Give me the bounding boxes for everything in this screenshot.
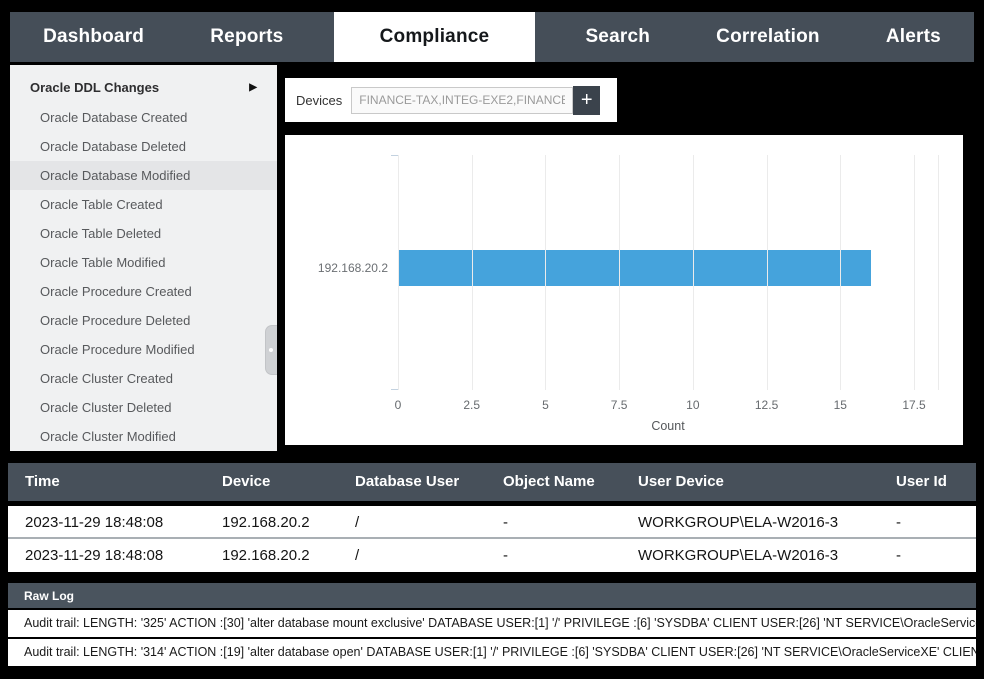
sidebar-item-oracle-table-created[interactable]: Oracle Table Created bbox=[40, 197, 163, 212]
x-tick-label-7.5: 7.5 bbox=[610, 398, 628, 412]
cell-device: 192.168.20.2 bbox=[222, 547, 310, 564]
table-row: 2023-11-29 18:48:08 192.168.20.2 / - WORKGRO… bbox=[8, 506, 976, 539]
nav-tab-reports[interactable]: Reports bbox=[210, 26, 284, 47]
gridline-0 bbox=[398, 155, 399, 390]
gridline-15 bbox=[840, 155, 842, 390]
devices-filter: Devices + bbox=[285, 78, 617, 122]
column-header-object-name: Object Name bbox=[503, 473, 595, 490]
cell-device: 192.168.20.2 bbox=[222, 514, 310, 531]
handle-grip-icon bbox=[269, 348, 273, 352]
chevron-right-icon: ▶ bbox=[249, 81, 257, 93]
gridline-17.5 bbox=[914, 155, 915, 390]
x-tick-label-17.5: 17.5 bbox=[902, 398, 926, 412]
table-header-row: Time Device Database User Object Name User D… bbox=[8, 463, 976, 501]
sidebar-item-oracle-table-deleted[interactable]: Oracle Table Deleted bbox=[40, 226, 162, 241]
axis-tick-bottom bbox=[391, 389, 398, 390]
cell-user-device: WORKGROUP\ELA-W2016-3 bbox=[638, 547, 839, 564]
devices-input[interactable] bbox=[351, 86, 574, 114]
chart-bar[interactable] bbox=[399, 250, 871, 286]
x-tick-label-12.5: 12.5 bbox=[754, 398, 779, 412]
events-table: Time Device Database User Object Name User D… bbox=[8, 463, 976, 572]
bar-chart-panel: 192.168.20.2 Count 0 2.5 5 7.5 10 12.5 15 17.5 bbox=[285, 135, 963, 445]
sidebar-item-oracle-cluster-modified[interactable]: Oracle Cluster Modified bbox=[40, 429, 176, 444]
sidebar-item-oracle-procedure-deleted[interactable]: Oracle Procedure Deleted bbox=[40, 313, 191, 328]
cell-user-device: WORKGROUP\ELA-W2016-3 bbox=[638, 514, 839, 531]
cell-database-user: / bbox=[355, 514, 360, 531]
sidebar-group-oracle-ddl-changes[interactable]: Oracle DDL Changes ▶ bbox=[10, 71, 277, 103]
raw-log-line: Audit trail: LENGTH: '314' ACTION :[19] … bbox=[8, 639, 976, 666]
cell-object-name: - bbox=[503, 547, 508, 564]
sidebar-group-label: Oracle DDL Changes bbox=[30, 79, 160, 95]
nav-tab-alerts[interactable]: Alerts bbox=[885, 26, 941, 47]
raw-log-title: Raw Log bbox=[24, 588, 74, 603]
column-header-database-user: Database User bbox=[355, 473, 460, 490]
gridline-7.5 bbox=[619, 155, 621, 390]
table-body: 2023-11-29 18:48:08 192.168.20.2 / - WORKGRO… bbox=[8, 506, 976, 572]
sidebar-item-oracle-procedure-modified[interactable]: Oracle Procedure Modified bbox=[40, 342, 195, 357]
cell-object-name: - bbox=[503, 514, 508, 531]
x-tick-label-10: 10 bbox=[686, 398, 700, 412]
x-tick-label-0: 0 bbox=[394, 398, 402, 412]
add-device-button[interactable]: + bbox=[573, 85, 601, 115]
column-header-device: Device bbox=[222, 473, 271, 490]
sidebar-item-oracle-database-deleted[interactable]: Oracle Database Deleted bbox=[40, 139, 186, 154]
cell-user-id: - bbox=[896, 547, 901, 564]
sidebar-item-oracle-cluster-created[interactable]: Oracle Cluster Created bbox=[40, 371, 173, 386]
top-nav: Dashboard Reports Compliance Search Correlat… bbox=[10, 12, 974, 62]
gridline-5 bbox=[545, 155, 547, 390]
sidebar-item-oracle-database-modified[interactable]: Oracle Database Modified bbox=[10, 161, 277, 190]
gridline-edge bbox=[938, 155, 939, 390]
column-header-user-id: User Id bbox=[896, 473, 947, 490]
nav-tab-correlation[interactable]: Correlation bbox=[716, 26, 820, 47]
nav-tab-dashboard[interactable]: Dashboard bbox=[43, 26, 145, 47]
chart-category-label: 192.168.20.2 bbox=[317, 261, 388, 275]
x-tick-label-2.5: 2.5 bbox=[463, 398, 481, 412]
column-header-user-device: User Device bbox=[638, 473, 724, 490]
raw-log-header: Raw Log bbox=[8, 583, 976, 608]
devices-label: Devices bbox=[296, 92, 343, 108]
column-header-time: Time bbox=[25, 473, 60, 490]
cell-time: 2023-11-29 18:48:08 bbox=[25, 514, 164, 531]
sidebar-item-oracle-cluster-deleted[interactable]: Oracle Cluster Deleted bbox=[40, 400, 172, 415]
sidebar-item-oracle-procedure-created[interactable]: Oracle Procedure Created bbox=[40, 284, 192, 299]
sidebar-item-oracle-database-created[interactable]: Oracle Database Created bbox=[40, 110, 188, 125]
x-axis-title: Count bbox=[651, 419, 685, 433]
x-tick-label-15: 15 bbox=[833, 398, 847, 412]
nav-tab-search[interactable]: Search bbox=[585, 26, 651, 47]
gridline-10 bbox=[692, 155, 694, 390]
gridline-2.5 bbox=[471, 155, 473, 390]
x-tick-label-5: 5 bbox=[542, 398, 549, 412]
gridline-12.5 bbox=[766, 155, 768, 390]
axis-tick-top bbox=[391, 155, 398, 156]
nav-tab-compliance[interactable]: Compliance bbox=[333, 12, 536, 62]
bar-chart-plot-area: 192.168.20.2 Count 0 2.5 5 7.5 10 12.5 15 17.5 bbox=[318, 155, 939, 433]
cell-database-user: / bbox=[355, 547, 360, 564]
table-row: 2023-11-29 18:48:08 192.168.20.2 / - WORKGRO… bbox=[8, 539, 976, 572]
raw-log-line: Audit trail: LENGTH: '325' ACTION :[30] … bbox=[8, 610, 976, 637]
cell-time: 2023-11-29 18:48:08 bbox=[25, 547, 164, 564]
sidebar-item-list: Oracle Database Created Oracle Database D… bbox=[10, 103, 277, 451]
cell-user-id: - bbox=[896, 514, 901, 531]
report-sidebar: Oracle DDL Changes ▶ Oracle Database Cre… bbox=[10, 65, 277, 451]
raw-log-panel: Raw Log Audit trail: LENGTH: '325' ACTIO… bbox=[8, 583, 976, 666]
sidebar-collapse-handle[interactable] bbox=[265, 325, 277, 375]
raw-log-lines: Audit trail: LENGTH: '325' ACTION :[30] … bbox=[8, 610, 976, 666]
sidebar-item-oracle-table-modified[interactable]: Oracle Table Modified bbox=[40, 255, 166, 270]
